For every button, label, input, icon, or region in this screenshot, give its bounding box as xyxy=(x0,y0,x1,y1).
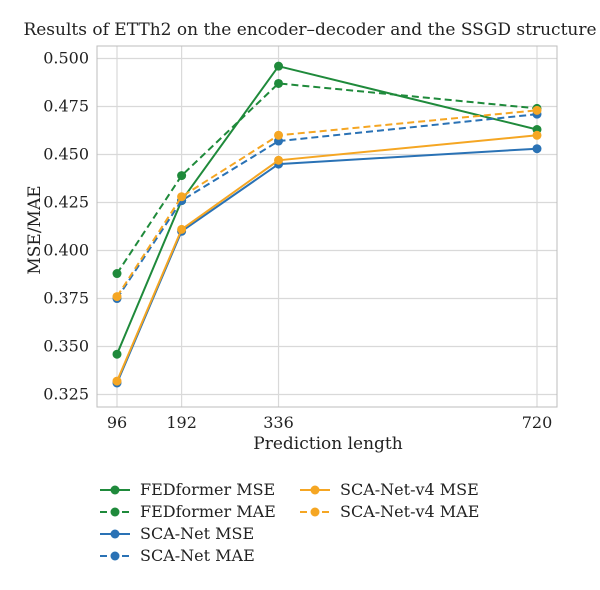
y-tick-label: 0.450 xyxy=(43,144,89,163)
data-point xyxy=(177,192,187,202)
legend-item-fedformer-mse: FEDformer MSE xyxy=(100,480,275,499)
data-point xyxy=(177,224,187,234)
series-line xyxy=(116,82,538,275)
legend-label: FEDformer MSE xyxy=(140,480,275,499)
x-axis-label: Prediction length xyxy=(253,434,402,454)
data-point xyxy=(532,144,542,154)
legend-swatch-marker xyxy=(310,485,320,495)
series-sca-net-v4-mae xyxy=(112,105,542,302)
y-tick-label: 0.350 xyxy=(43,337,89,356)
series-sca-net-v4-mse xyxy=(112,130,542,386)
chart-title: Results of ETTh2 on the encoder–decoder … xyxy=(23,20,596,40)
y-tick-label: 0.325 xyxy=(43,385,89,404)
data-point xyxy=(274,78,284,88)
series-line xyxy=(116,65,538,355)
data-point xyxy=(112,349,122,359)
plot-frame xyxy=(96,45,558,408)
legend-swatch-marker xyxy=(310,507,320,517)
series-line xyxy=(116,109,538,298)
y-axis-label: MSE/MAE xyxy=(25,185,45,274)
x-tick-label: 192 xyxy=(166,413,197,432)
legend-item-sca-net-v4-mse: SCA-Net-v4 MSE xyxy=(300,480,479,499)
data-point xyxy=(532,130,542,140)
data-point xyxy=(112,292,122,302)
data-point xyxy=(177,171,187,181)
legend-swatch-marker xyxy=(110,551,120,561)
y-tick-label: 0.475 xyxy=(43,96,89,115)
data-point xyxy=(112,376,122,386)
y-tick-label: 0.500 xyxy=(43,48,89,67)
data-point xyxy=(532,105,542,115)
y-tick-label: 0.375 xyxy=(43,289,89,308)
series-fedformer-mae xyxy=(112,78,542,279)
legend-item-sca-net-v4-mae: SCA-Net-v4 MAE xyxy=(300,502,479,521)
grid-lines xyxy=(97,46,557,407)
legend-label: SCA-Net-v4 MSE xyxy=(340,480,479,499)
series-layer xyxy=(112,61,542,388)
legend-swatch-marker xyxy=(110,507,120,517)
series-line xyxy=(116,147,538,384)
legend-item-sca-net-mse: SCA-Net MSE xyxy=(100,524,254,543)
data-point xyxy=(112,269,122,279)
y-tick-label: 0.425 xyxy=(43,192,89,211)
legend-label: SCA-Net-v4 MAE xyxy=(340,502,479,521)
axis-ticks: 0.325 0.350 0.375 0.400 0.425 0.450 0.475 0.500… xyxy=(43,48,552,432)
x-tick-label: 96 xyxy=(107,413,127,432)
legend-label: SCA-Net MSE xyxy=(140,524,254,543)
data-point xyxy=(274,155,284,165)
legend-label: SCA-Net MAE xyxy=(140,546,255,565)
data-point xyxy=(274,61,284,71)
legend-swatch-marker xyxy=(110,529,120,539)
series-sca-net-mse xyxy=(112,144,542,388)
x-tick-label: 720 xyxy=(522,413,553,432)
legend-item-fedformer-mae: FEDformer MAE xyxy=(100,502,276,521)
series-sca-net-mae xyxy=(112,109,542,304)
series-line xyxy=(116,113,538,300)
data-point xyxy=(274,130,284,140)
series-line xyxy=(116,134,538,382)
legend: FEDformer MSE FEDformer MAE SCA-Net MSE SCA… xyxy=(100,480,479,565)
legend-label: FEDformer MAE xyxy=(140,502,276,521)
legend-item-sca-net-mae: SCA-Net MAE xyxy=(100,546,255,565)
legend-swatch-marker xyxy=(110,485,120,495)
y-tick-label: 0.400 xyxy=(43,241,89,260)
x-tick-label: 336 xyxy=(263,413,294,432)
